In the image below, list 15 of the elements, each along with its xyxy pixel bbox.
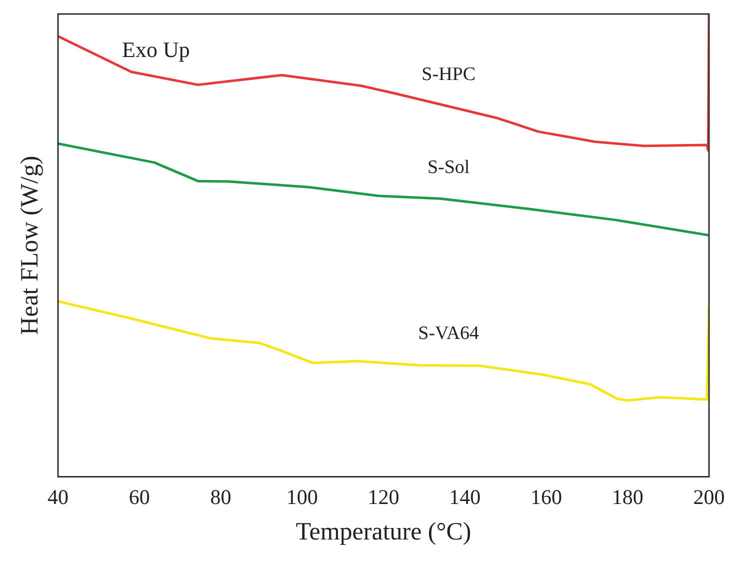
x-tick-label: 140 [449,484,481,509]
x-tick-label: 200 [693,484,725,509]
x-tick-label: 40 [48,484,68,509]
x-tick-label: 120 [368,484,400,509]
annotation: Exo Up [122,36,190,62]
series-label: S-HPC [422,64,476,85]
x-tick-label: 100 [286,484,318,509]
series-label: S-Sol [427,157,470,178]
x-tick-label: 60 [128,484,150,509]
x-tick-label: 80 [210,484,232,509]
x-tick-label: 180 [612,484,644,509]
y-axis-title: Heat FLow (W/g) [16,156,44,335]
x-axis-title: Temperature (°C) [296,518,472,546]
series-label: S-VA64 [418,322,480,344]
x-tick-label: 160 [530,484,562,509]
